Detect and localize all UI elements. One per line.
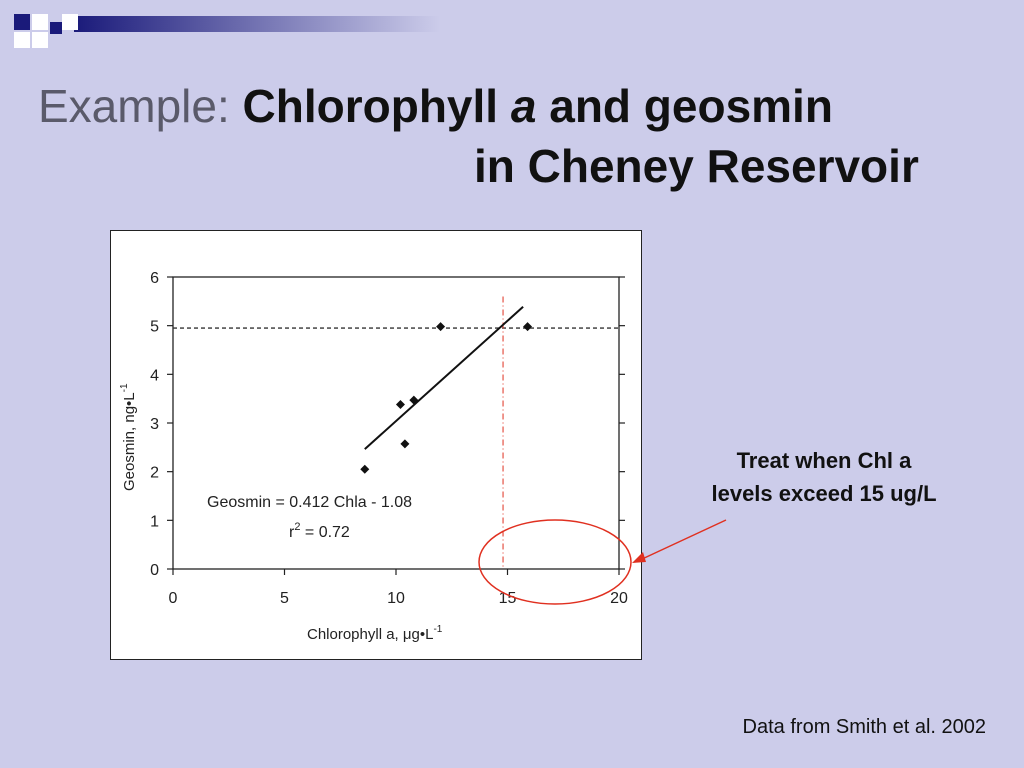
y-tick-label: 0 [150, 562, 159, 579]
regression-line [364, 306, 524, 450]
data-source-note: Data from Smith et al. 2002 [742, 716, 986, 738]
decorative-square-banner [14, 14, 440, 48]
axis-ticks [167, 276, 625, 575]
r-squared-label: r2 = 0.72 [289, 521, 350, 541]
chart-frame [172, 276, 620, 570]
x-tick-label: 15 [499, 590, 517, 607]
callout-line2: levels exceed 15 ug/L [711, 481, 937, 506]
data-point [400, 439, 410, 449]
plot-area-border [172, 276, 620, 570]
y-tick-label: 3 [150, 416, 159, 433]
data-point [360, 464, 370, 474]
x-tick-label: 10 [387, 590, 405, 607]
scatter-chart-figure: 0 1 2 3 4 5 6 0 5 10 15 20 Geosmin = 0.412 Chla - … [110, 230, 642, 660]
data-points [360, 322, 533, 474]
y-tick-labels: 0 1 2 3 4 5 6 [150, 270, 159, 579]
x-tick-label: 20 [610, 590, 628, 607]
scatter-chart: 0 1 2 3 4 5 6 0 5 10 15 20 Geosmin = 0.412 Chla - … [119, 270, 628, 643]
title-bold-part2: and geosmin [549, 80, 833, 132]
data-point [436, 322, 446, 332]
regression-equation: Geosmin = 0.412 Chla - 1.08 [207, 494, 412, 511]
title-italic-a: a [510, 80, 537, 132]
y-tick-label: 6 [150, 270, 159, 287]
callout-line1: Treat when Chl a [736, 448, 912, 473]
data-point [409, 395, 419, 405]
slide-title: Example: Chlorophyll a and geosmin [38, 78, 833, 134]
y-axis-label: Geosmin, ng•L-1 [119, 383, 138, 491]
data-point [523, 322, 533, 332]
x-tick-label: 5 [280, 590, 289, 607]
x-tick-label: 0 [169, 590, 178, 607]
x-axis-label: Chlorophyll a, μg•L-1 [307, 624, 443, 643]
title-bold-part1: Chlorophyll [242, 80, 499, 132]
y-tick-label: 4 [150, 367, 159, 384]
treatment-callout: Treat when Chl a levels exceed 15 ug/L [672, 444, 976, 510]
x-tick-labels: 0 5 10 15 20 [169, 590, 628, 607]
callout-arrow [639, 519, 727, 561]
slide-title-line2: in Cheney Reservoir [474, 140, 919, 192]
y-tick-label: 2 [150, 465, 159, 482]
y-tick-label: 5 [150, 319, 159, 336]
data-point [395, 400, 405, 410]
title-prefix: Example: [38, 80, 230, 132]
y-tick-label: 1 [150, 513, 159, 530]
